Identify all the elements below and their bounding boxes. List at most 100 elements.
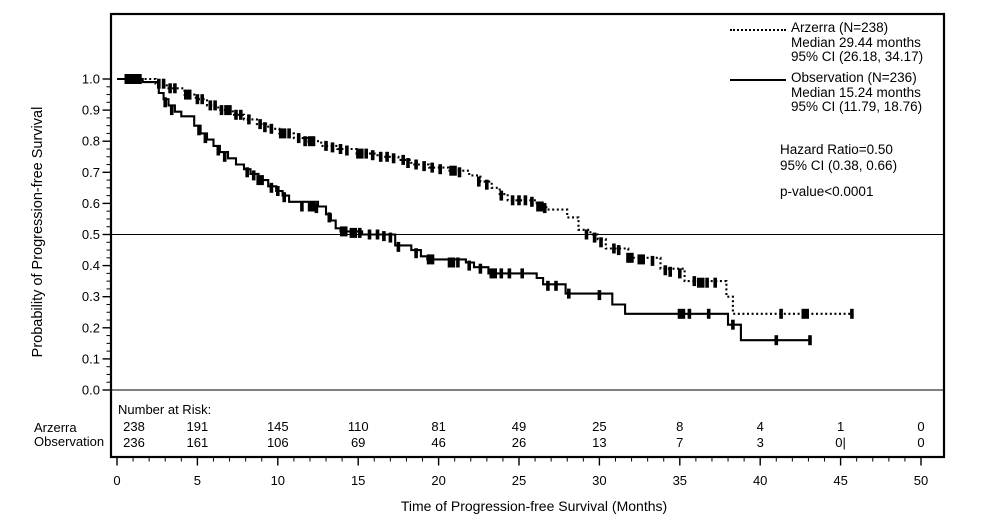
observation-censor-tick: [169, 105, 174, 116]
observation-censor-tick: [127, 74, 136, 84]
risk-count-arzerra: 238: [123, 419, 145, 434]
arzerra-censor-tick: [510, 195, 515, 206]
risk-count-observation: 7: [676, 435, 683, 450]
observation-censor-tick: [203, 133, 208, 144]
observation-censor-tick: [677, 308, 686, 319]
observation-censor-tick: [367, 229, 372, 240]
risk-count-observation: 46: [431, 435, 445, 450]
x-tick-label: 25: [512, 473, 526, 488]
observation-censor-tick: [300, 201, 304, 212]
arzerra-censor-tick: [713, 277, 717, 288]
arzerra-censor-tick: [258, 119, 262, 130]
arzerra-censor-tick: [278, 128, 287, 139]
arzerra-censor-tick: [477, 176, 481, 187]
risk-count-arzerra: 145: [267, 419, 289, 434]
arzerra-censor-tick: [779, 308, 783, 319]
x-tick-label: 30: [592, 473, 606, 488]
y-tick-label: 0.1: [82, 351, 100, 366]
x-axis-title: Time of Progression-free Survival (Month…: [400, 498, 668, 514]
observation-censor-tick: [567, 288, 571, 299]
observation-censor-tick: [375, 229, 380, 240]
arzerra-censor-tick: [370, 150, 375, 161]
arzerra-censor-tick: [536, 201, 544, 212]
arzerra-censor-tick: [239, 109, 243, 120]
risk-count-arzerra: 110: [348, 419, 369, 434]
observation-censor-tick: [197, 125, 201, 136]
arzerra-censor-tick: [650, 255, 655, 266]
observation-censor-tick: [327, 212, 332, 223]
risk-count-observation: 0: [917, 435, 924, 450]
observation-censor-tick: [382, 231, 386, 242]
y-tick-label: 0.3: [82, 289, 100, 304]
arzerra-censor-tick: [599, 237, 603, 248]
risk-count-arzerra: 81: [431, 419, 445, 434]
y-tick-label: 1.0: [82, 72, 100, 87]
x-tick-label: 45: [833, 473, 847, 488]
observation-censor-tick: [706, 308, 711, 319]
y-tick-label: 0.6: [82, 196, 100, 211]
arzerra-censor-tick: [247, 114, 251, 125]
x-tick-label: 5: [194, 473, 201, 488]
risk-count-observation: 13: [592, 435, 606, 450]
arzerra-censor-tick: [430, 162, 434, 173]
y-tick-label: 0.9: [82, 103, 100, 118]
observation-censor-tick: [276, 186, 280, 196]
observation-censor-tick: [554, 280, 558, 291]
observation-censor-tick: [340, 226, 348, 237]
risk-row-label-arzerra: Arzerra: [34, 420, 77, 435]
arzerra-censor-tick: [678, 268, 682, 279]
arzerra-censor-tick: [173, 83, 177, 94]
risk-count-arzerra: 1: [837, 419, 844, 434]
legend-arzerra-median: Median 29.44 months: [791, 34, 921, 50]
observation-censor-tick: [251, 170, 256, 181]
risk-count-arzerra: 49: [512, 419, 526, 434]
x-tick-label: 20: [431, 473, 445, 488]
p-value-text: p-value<0.0001: [780, 184, 874, 199]
legend-observation-ci: 95% CI (11.79, 18.76): [791, 99, 923, 114]
arzerra-censor-tick: [697, 277, 705, 288]
observation-censor-tick: [307, 201, 316, 212]
observation-censor-tick: [396, 241, 401, 252]
hazard-ci-text: 95% CI (0.38, 0.66): [780, 158, 898, 173]
observation-censor-tick: [546, 280, 550, 291]
observation-censor-tick: [520, 268, 524, 279]
y-axis-title: Probability of Progression-free Survival: [30, 106, 46, 358]
legend-entry-observation: Observation (N=236) Median 15.24 months …: [791, 70, 923, 115]
arzerra-censor-tick: [801, 308, 809, 319]
arzerra-censor-tick: [668, 266, 672, 277]
arzerra-censor-tick: [637, 254, 645, 265]
arzerra-censor-tick: [303, 136, 307, 147]
y-tick-label: 0.8: [82, 134, 100, 149]
arzerra-censor-tick: [263, 122, 267, 133]
arzerra-censor-tick: [612, 243, 616, 254]
observation-censor-tick: [478, 263, 483, 274]
observation-censor-tick: [256, 175, 264, 186]
observation-censor-tick: [489, 268, 497, 279]
y-tick-label: 0.7: [82, 165, 100, 180]
arzerra-censor-tick: [616, 245, 621, 256]
risk-row-label-observation: Observation: [34, 434, 105, 449]
observation-curve: [117, 77, 810, 342]
observation-censor-tick: [808, 335, 812, 346]
arzerra-censor-tick: [307, 136, 316, 147]
arzerra-censor-tick: [345, 145, 349, 156]
x-tick-label: 10: [271, 473, 285, 488]
observation-censor-tick: [269, 182, 274, 193]
arzerra-censor-tick: [485, 179, 489, 190]
arzerra-censor-tick: [584, 229, 589, 240]
arzerra-censor-tick: [523, 195, 528, 206]
arzerra-censor-tick: [296, 133, 301, 144]
observation-censor-tick: [447, 257, 456, 268]
arzerra-censor-tick: [219, 105, 224, 116]
risk-count-observation: 3: [757, 435, 764, 450]
y-tick-label: 0.2: [82, 320, 100, 335]
observation-censor-tick: [597, 290, 602, 301]
arzerra-censor-tick: [406, 158, 410, 168]
y-tick-label: 0.5: [82, 227, 100, 242]
observation-censor-tick: [216, 145, 221, 156]
observation-censor-tick: [414, 248, 418, 259]
risk-count-arzerra: 4: [757, 419, 764, 434]
arzerra-censor-tick: [168, 83, 172, 94]
arzerra-censor-tick: [338, 144, 343, 154]
